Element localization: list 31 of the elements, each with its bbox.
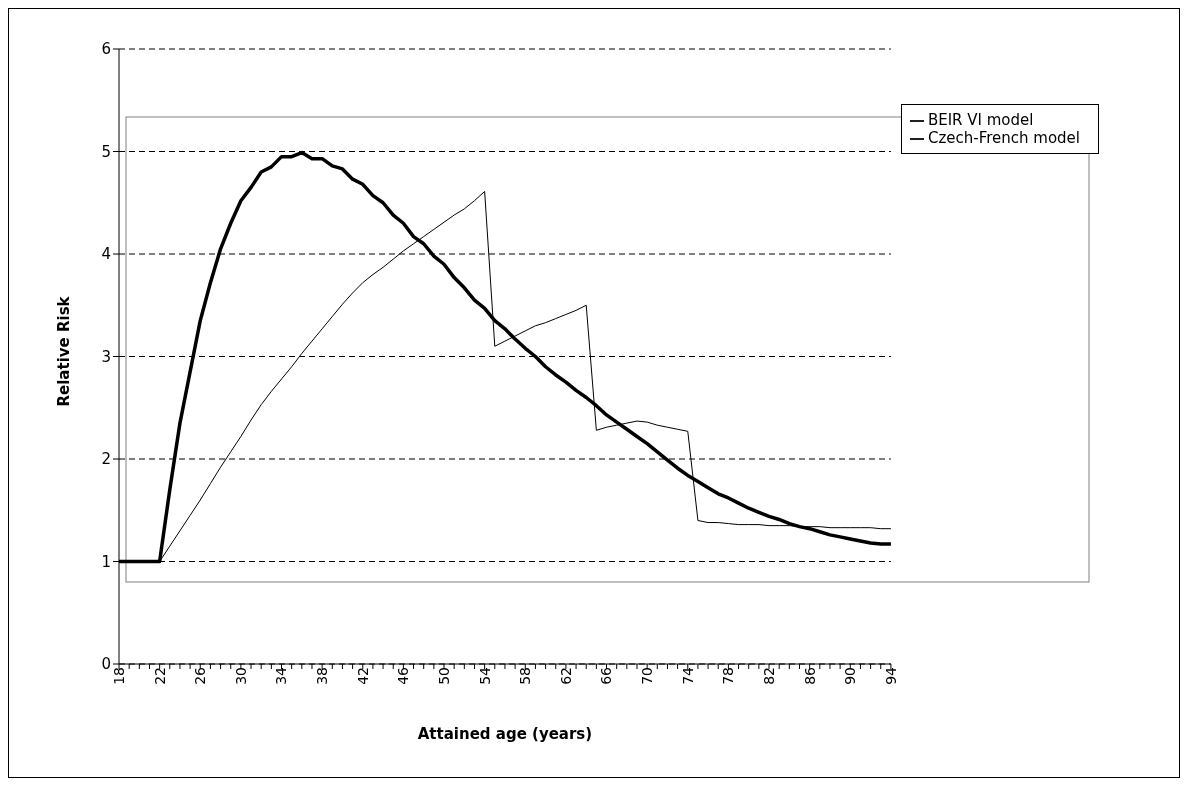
x-tick-label: 22 xyxy=(151,667,168,685)
x-tick-label: 18 xyxy=(110,667,127,685)
x-tick-label: 62 xyxy=(557,667,574,685)
y-axis-title: Relative Risk xyxy=(55,295,74,407)
legend-label: Czech-French model xyxy=(927,129,1080,147)
y-tick-label: 1 xyxy=(101,552,111,571)
x-tick-label: 66 xyxy=(598,666,615,685)
x-tick-label: 58 xyxy=(517,667,534,685)
y-tick-label: 4 xyxy=(101,245,111,264)
y-tick-label: 2 xyxy=(101,450,111,469)
x-tick-label: 46 xyxy=(395,666,412,685)
x-tick-label: 50 xyxy=(435,667,452,685)
y-tick-label: 6 xyxy=(101,40,111,59)
x-tick-label: 94 xyxy=(882,666,899,685)
y-tick-label: 0 xyxy=(101,655,111,674)
legend-label: BEIR VI model xyxy=(927,111,1034,129)
y-tick-label: 5 xyxy=(101,142,111,161)
x-tick-label: 38 xyxy=(314,667,331,685)
x-tick-label: 34 xyxy=(273,666,290,685)
x-tick-label: 78 xyxy=(720,667,737,685)
x-tick-label: 26 xyxy=(192,666,209,685)
y-tick-label: 3 xyxy=(101,347,111,366)
x-axis-title: Attained age (years) xyxy=(417,725,593,743)
x-tick-label: 70 xyxy=(639,667,656,685)
x-tick-label: 90 xyxy=(842,667,859,685)
x-tick-label: 42 xyxy=(354,667,371,685)
x-tick-label: 54 xyxy=(476,666,493,685)
x-tick-label: 82 xyxy=(760,667,777,685)
x-tick-label: 30 xyxy=(232,667,249,685)
x-tick-label: 74 xyxy=(679,666,696,685)
x-tick-label: 86 xyxy=(801,666,818,685)
